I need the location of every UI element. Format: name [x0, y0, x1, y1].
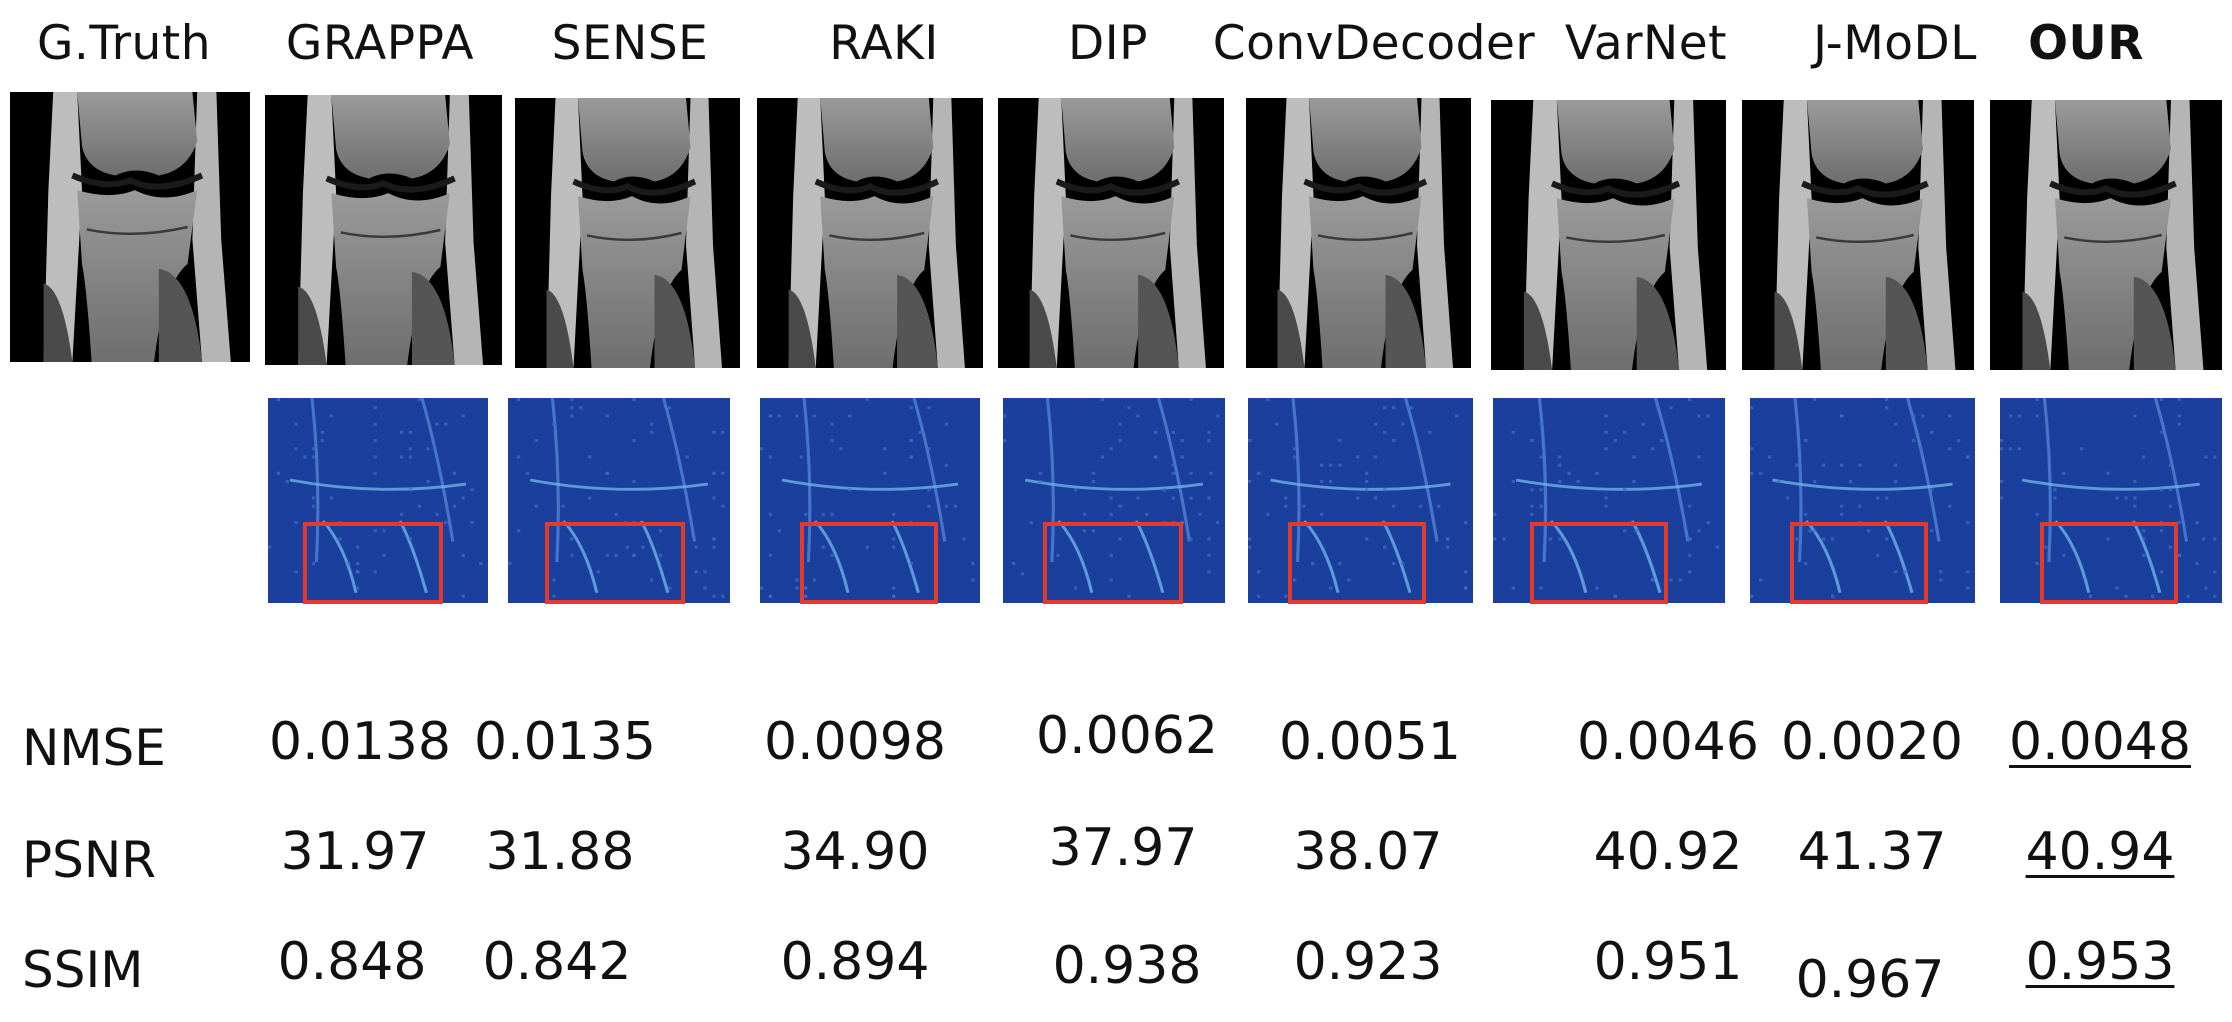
error-map-jmodl	[1750, 398, 1975, 603]
metric-value: 0.0098	[764, 712, 946, 772]
header-our: OUR	[2028, 16, 2144, 71]
error-map-raki	[760, 398, 980, 603]
header-grappa: GRAPPA	[285, 16, 475, 71]
error-map-dip	[1003, 398, 1225, 603]
metric-value: 0.967	[1795, 950, 1945, 1010]
metric-label-nmse: NMSE	[22, 719, 166, 777]
metric-value: 34.90	[780, 822, 930, 882]
metric-value: 0.923	[1293, 932, 1443, 992]
mri-sense	[515, 98, 740, 368]
error-map-convdecoder	[1248, 398, 1473, 603]
metric-value: 0.938	[1052, 936, 1202, 996]
header-dip: DIP	[1068, 16, 1148, 71]
mri-knee-graphic	[2022, 100, 2204, 370]
mri-knee-graphic	[1523, 100, 1708, 370]
mri-raki	[757, 98, 983, 368]
mri-knee-graphic	[43, 92, 231, 362]
mri-dip	[998, 98, 1224, 368]
metric-value: 0.0051	[1279, 712, 1461, 772]
error-map-graphic	[1750, 398, 1975, 603]
metric-value: 41.37	[1797, 822, 1947, 882]
mri-knee-graphic	[788, 98, 965, 368]
metric-value: 0.0062	[1036, 706, 1218, 766]
metric-label-ssim: SSIM	[22, 941, 144, 999]
highlight-box-grappa	[303, 522, 443, 604]
mri-gtruth	[10, 92, 250, 362]
header-convdecoder: ConvDecoder	[1212, 16, 1536, 71]
metric-value: 0.0138	[269, 712, 451, 772]
mri-our	[1990, 100, 2222, 370]
error-map-graphic	[2000, 398, 2222, 603]
header-jmodl: J-MoDL	[1813, 16, 1977, 71]
error-map-graphic	[1003, 398, 1225, 603]
highlight-box-varnet	[1530, 522, 1668, 604]
highlight-box-raki	[800, 522, 938, 604]
metric-value: 37.97	[1048, 818, 1198, 878]
mri-knee-graphic	[1774, 100, 1956, 370]
highlight-box-jmodl	[1790, 522, 1928, 604]
metric-value: 0.894	[780, 932, 930, 992]
metric-value: 38.07	[1293, 822, 1443, 882]
error-map-our	[2000, 398, 2222, 603]
header-raki: RAKI	[829, 16, 939, 71]
header-varnet: VarNet	[1564, 16, 1728, 71]
metric-value-best: 40.94	[2025, 822, 2175, 882]
header-sense: SENSE	[551, 16, 709, 71]
mri-jmodl	[1742, 100, 1974, 370]
mri-knee-graphic	[1277, 98, 1453, 368]
metric-label-psnr: PSNR	[22, 831, 157, 889]
highlight-box-our	[2040, 522, 2178, 604]
metric-value: 0.848	[277, 932, 427, 992]
mri-varnet	[1491, 100, 1726, 370]
error-map-graphic	[1248, 398, 1473, 603]
metric-value: 0.0046	[1577, 712, 1759, 772]
metric-value-best: 0.953	[2025, 932, 2175, 992]
highlight-box-dip	[1043, 522, 1183, 604]
metric-value: 0.0135	[474, 712, 656, 772]
metric-value: 40.92	[1593, 822, 1743, 882]
metric-value: 0.951	[1593, 932, 1743, 992]
mri-grappa	[265, 95, 502, 365]
header-gtruth: G.Truth	[37, 16, 211, 71]
mri-convdecoder	[1246, 98, 1471, 368]
metric-value: 0.842	[482, 932, 632, 992]
error-map-graphic	[760, 398, 980, 603]
mri-knee-graphic	[546, 98, 722, 368]
metric-value-best: 0.0048	[2009, 712, 2191, 772]
highlight-box-sense	[545, 522, 685, 604]
error-map-varnet	[1493, 398, 1725, 603]
mri-knee-graphic	[1029, 98, 1206, 368]
metric-value: 0.0020	[1781, 712, 1963, 772]
metric-value: 31.88	[485, 822, 635, 882]
mri-knee-graphic	[298, 95, 484, 365]
highlight-box-convdecoder	[1288, 522, 1426, 604]
metric-value: 31.97	[280, 822, 430, 882]
